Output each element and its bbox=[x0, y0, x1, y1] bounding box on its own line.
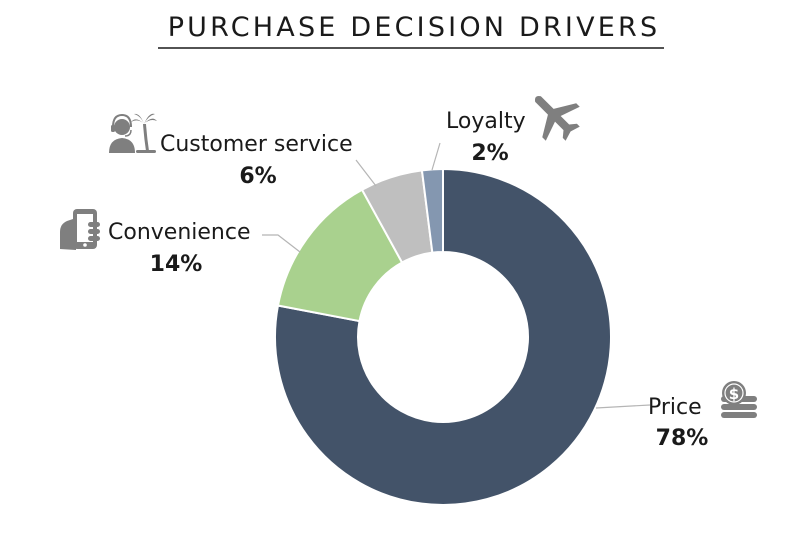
support-agent-palm-icon bbox=[109, 113, 157, 153]
label-price-value: 78% bbox=[656, 426, 709, 451]
label-loyalty-name: Loyalty bbox=[446, 109, 526, 134]
leader-line-loyalty bbox=[431, 142, 441, 171]
chart-title: PURCHASE DECISION DRIVERS bbox=[168, 12, 661, 43]
svg-text:$: $ bbox=[729, 385, 739, 403]
leader-line-convenience bbox=[262, 234, 301, 253]
label-convenience-name: Convenience bbox=[108, 220, 250, 245]
donut-slice-price bbox=[274, 167, 612, 506]
leader-line-price bbox=[595, 404, 651, 409]
hand-smartphone-icon bbox=[60, 209, 100, 250]
airplane-icon bbox=[534, 95, 580, 141]
donut-slice-loyalty bbox=[420, 167, 444, 254]
slices-group bbox=[274, 167, 612, 506]
label-customer-service-name: Customer service bbox=[160, 132, 353, 157]
label-loyalty-value: 2% bbox=[471, 141, 508, 166]
label-customer-service-value: 6% bbox=[239, 164, 276, 189]
label-price-name: Price bbox=[648, 395, 702, 420]
coins-dollar-icon: $ bbox=[721, 381, 757, 418]
leader-line-customer-service bbox=[355, 159, 377, 187]
label-convenience-value: 14% bbox=[150, 252, 203, 277]
